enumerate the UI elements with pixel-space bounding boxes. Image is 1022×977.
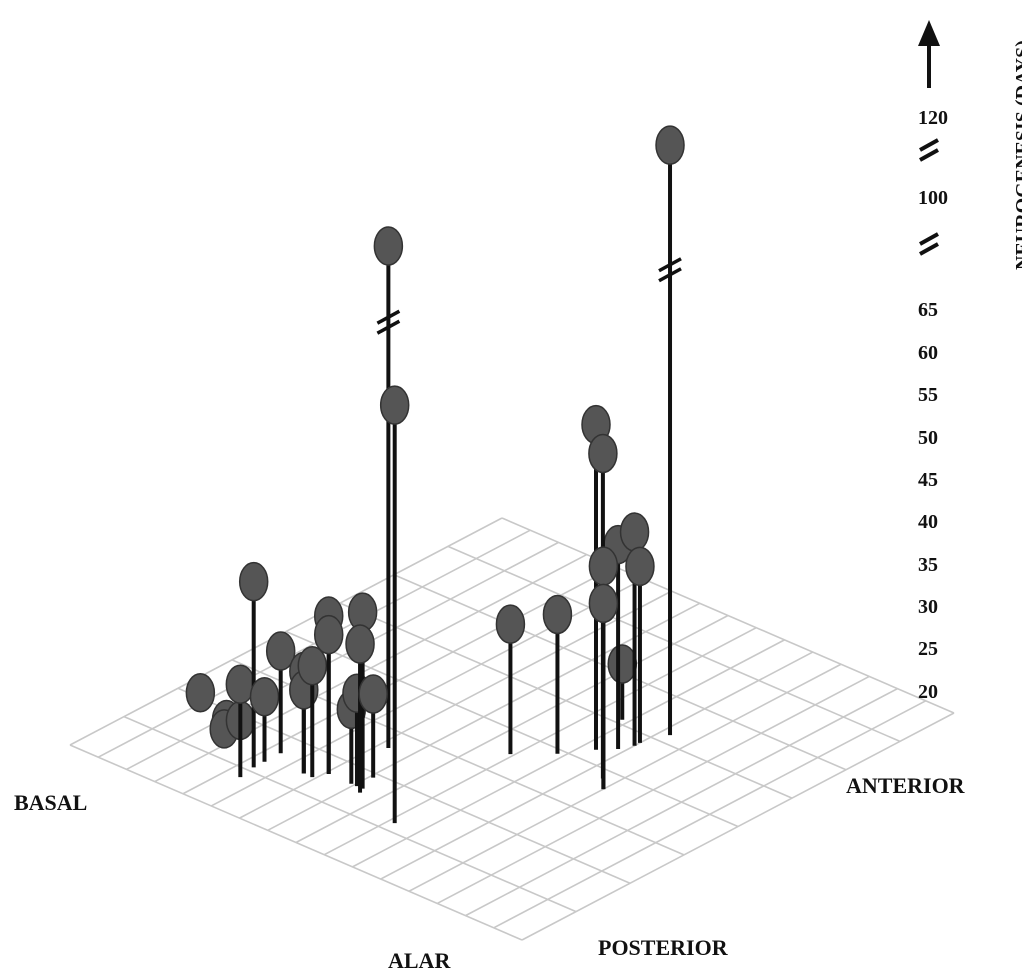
data-marker	[373, 226, 404, 266]
data-point	[345, 624, 375, 793]
data-marker	[625, 546, 655, 587]
data-point	[542, 594, 573, 754]
axis-break-mark	[919, 242, 939, 256]
data-marker	[588, 546, 619, 586]
stem-break-mark	[376, 309, 401, 325]
data-marker	[542, 594, 573, 635]
posterior-label: POSTERIOR	[598, 935, 728, 960]
data-marker	[249, 676, 280, 717]
stem-break-mark	[658, 257, 682, 273]
data-marker	[313, 614, 344, 655]
data-marker	[185, 672, 216, 713]
z-tick-label: 45	[918, 469, 938, 491]
z-tick-label: 65	[918, 299, 938, 321]
alar-label: ALAR	[388, 948, 451, 973]
grid-line	[69, 744, 523, 941]
stems	[185, 125, 685, 824]
z-tick-label: 60	[918, 342, 938, 364]
data-marker	[588, 583, 619, 624]
data-point	[358, 674, 388, 778]
data-point	[373, 226, 404, 749]
grid-line	[501, 517, 955, 714]
data-point	[607, 644, 637, 720]
data-point	[655, 125, 685, 736]
data-marker	[607, 644, 637, 684]
data-marker	[238, 561, 269, 602]
data-point	[265, 631, 296, 754]
z-tick-label: 35	[918, 554, 938, 576]
data-point	[625, 546, 655, 743]
data-point	[379, 385, 410, 824]
data-marker	[345, 624, 375, 664]
z-tick-label: 20	[918, 681, 938, 703]
stem-break-mark	[376, 319, 401, 335]
grid-line	[447, 545, 901, 743]
data-point	[313, 614, 344, 774]
z-tick-label: 40	[918, 511, 938, 533]
data-point	[495, 604, 526, 755]
floor-grid	[69, 517, 955, 941]
grid-line	[123, 715, 577, 913]
z-tick-label: 50	[918, 427, 938, 449]
z-axis-label: NEUROGENESIS (DAYS)	[1012, 40, 1022, 270]
basal-label: BASAL	[14, 790, 88, 815]
data-point	[238, 561, 269, 768]
data-marker	[495, 604, 526, 644]
z-axis: 20 25 30 35 40 45 50 55 60 65 100 120	[918, 20, 948, 703]
z-tick-label: 30	[918, 596, 938, 618]
data-marker	[297, 645, 328, 686]
data-marker	[358, 674, 388, 714]
data-marker	[379, 385, 410, 425]
stem-break-mark	[658, 267, 682, 283]
data-marker	[619, 512, 650, 552]
z-tick-label: 55	[918, 384, 938, 406]
data-point	[588, 583, 619, 790]
grid-line	[339, 602, 793, 799]
axis-break-mark	[919, 232, 939, 246]
z-tick-label: 100	[918, 187, 948, 209]
axis-break-mark	[919, 138, 939, 152]
data-marker	[265, 631, 296, 671]
data-marker	[588, 433, 618, 474]
data-point	[297, 645, 328, 778]
data-marker	[655, 125, 685, 165]
axis-break-mark	[919, 148, 939, 162]
z-tick-label: 120	[918, 107, 948, 129]
data-point	[185, 672, 216, 713]
anterior-label: ANTERIOR	[846, 773, 965, 798]
z-tick-label: 25	[918, 638, 938, 660]
data-point	[249, 676, 280, 762]
up-arrow-icon	[918, 20, 940, 46]
